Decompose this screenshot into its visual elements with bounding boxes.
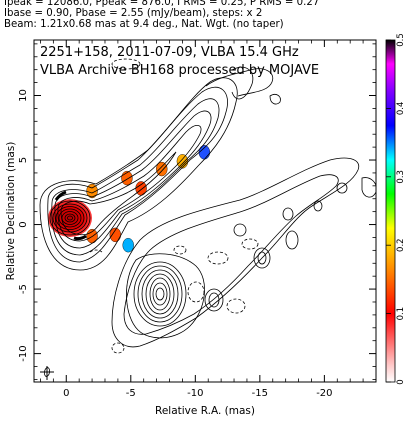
x-tick-label: 0: [63, 388, 69, 399]
y-tick-label: -10: [18, 345, 29, 361]
y-tick-label: 0: [18, 221, 29, 227]
chart-title: 2251+158, 2011-07-09, VLBA 15.4 GHz: [40, 45, 299, 60]
x-tick-label: -5: [126, 388, 136, 399]
y-axis-label: Relative Declination (mas): [5, 142, 17, 281]
colorbar-ticks: 0 0.1 0.2 0.3 0.4 0.5: [386, 33, 406, 385]
colorbar-tick-label: 0.4: [396, 102, 406, 116]
x-tick-label: -20: [316, 388, 332, 399]
map-layer: [39, 58, 376, 380]
colorbar: [385, 39, 396, 383]
axis-tick-labels: 0 -5 -10 -15 -20 -10 -5 0 5 10: [18, 89, 333, 399]
y-tick-label: 5: [18, 157, 29, 163]
x-axis-label: Relative R.A. (mas): [155, 405, 255, 417]
colorbar-tick-label: 0.1: [396, 307, 406, 321]
negative-contours: [89, 58, 259, 354]
core-polarization: [48, 199, 92, 237]
core-edge-mark: [73, 234, 87, 241]
chart-subtitle: VLBA Archive BH168 processed by MOJAVE: [40, 63, 319, 78]
axis-ticks: [34, 40, 377, 382]
polarization-knot: [156, 161, 168, 177]
colorbar-tick-label: 0: [396, 379, 406, 384]
x-tick-label: -15: [252, 388, 268, 399]
beam-ellipse: [40, 366, 54, 380]
y-tick-label: -5: [18, 284, 29, 294]
header-line-3: Beam: 1.21x0.68 mas at 9.4 deg., Nat. Wg…: [4, 19, 284, 30]
colorbar-tick-label: 0.2: [396, 238, 406, 252]
header-line-1: Ipeak = 12086.0, Ppeak = 876.0, I RMS = …: [4, 0, 320, 8]
polarization-knot: [135, 181, 147, 196]
plot-frame: [33, 39, 377, 383]
colorbar-tick-label: 0.3: [396, 170, 406, 184]
y-tick-label: 10: [18, 89, 29, 102]
colorbar-tick-label: 0.5: [396, 33, 406, 47]
polarization-knot: [122, 237, 134, 253]
jet-contours: [39, 66, 376, 348]
x-tick-label: -10: [187, 388, 203, 399]
header-line-2: Ibase = 0.90, Pbase = 2.55 (mJy/beam), s…: [4, 8, 263, 19]
core-edge-mark: [54, 190, 67, 201]
